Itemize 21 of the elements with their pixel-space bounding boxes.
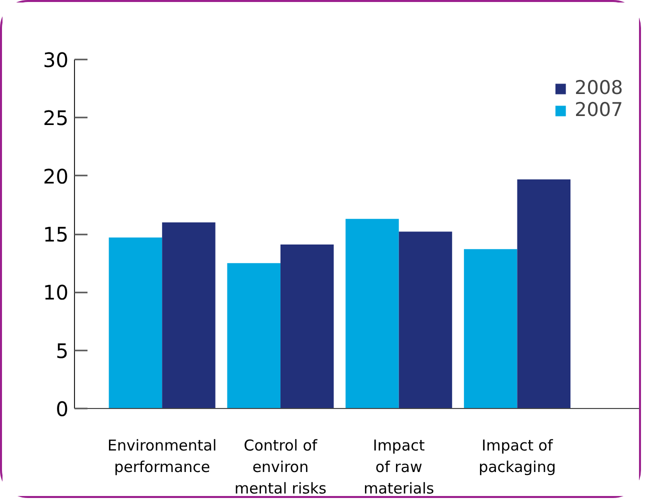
x-tick-label: Impact of packaging (478, 436, 556, 476)
y-tick-label: 25 (43, 106, 69, 130)
y-tick-label: 5 (56, 338, 69, 363)
x-tick-label: Environmental performance (108, 436, 217, 476)
y-tick-label: 30 (43, 48, 69, 72)
bar (280, 244, 334, 408)
legend-label: 2008 (574, 77, 623, 99)
y-tick-label: 10 (43, 280, 69, 305)
bar (162, 222, 216, 408)
y-tick-label: 20 (43, 164, 69, 188)
legend-label: 2007 (574, 99, 623, 121)
x-tick-label: Control of environ mental risks (234, 436, 327, 498)
y-tick-label: 0 (56, 397, 69, 421)
bar (227, 263, 280, 408)
bar (517, 179, 570, 408)
bar (464, 249, 518, 408)
bar (346, 218, 399, 408)
y-tick-label: 15 (43, 222, 69, 246)
x-tick-label: Impact of raw materials (364, 436, 434, 498)
bar (398, 232, 452, 408)
bar (108, 237, 162, 408)
